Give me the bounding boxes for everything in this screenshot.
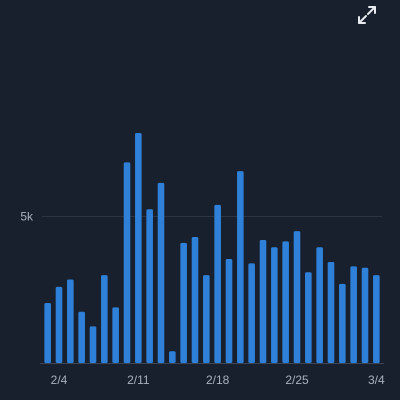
expand-icon[interactable] xyxy=(356,4,378,26)
bar-2/17 xyxy=(203,275,210,363)
y-tick-label: 5k xyxy=(20,210,34,224)
x-tick-label: 2/25 xyxy=(285,373,309,387)
bar-2/13 xyxy=(157,182,165,363)
bar-2/19 xyxy=(225,259,233,363)
bar-2/8 xyxy=(101,275,108,363)
bar-2/9 xyxy=(112,307,119,363)
bar-2/6 xyxy=(78,311,85,363)
bar-3/4 xyxy=(373,275,380,363)
bar-2/21 xyxy=(248,263,255,363)
x-tick-label: 2/11 xyxy=(127,373,150,387)
bar-2/18 xyxy=(214,204,221,363)
bar-2/22 xyxy=(259,239,267,363)
x-tick-label: 3/4 xyxy=(368,373,385,387)
bar-2/23 xyxy=(271,247,278,363)
bar-3/3 xyxy=(361,267,369,363)
bar-3/2 xyxy=(350,266,357,363)
bar-2/12 xyxy=(146,209,153,363)
bar-2/7 xyxy=(89,326,97,363)
bar-2/25 xyxy=(293,231,301,363)
bar-2/5 xyxy=(67,279,74,363)
bar-2/16 xyxy=(191,237,199,363)
bar-2/11 xyxy=(135,133,142,363)
bar-2/24 xyxy=(282,241,289,363)
bar-2/10 xyxy=(123,162,131,363)
bar-2/14 xyxy=(169,351,176,363)
bar-2/26 xyxy=(305,272,312,363)
bar-2/27 xyxy=(316,247,323,363)
bar-3/1 xyxy=(339,283,346,363)
bar-2/3 xyxy=(44,302,51,363)
x-tick-label: 2/4 xyxy=(51,373,68,387)
bar-2/20 xyxy=(237,171,244,363)
bar-2/28 xyxy=(327,261,335,363)
bar-2/4 xyxy=(55,286,63,363)
x-tick-label: 2/18 xyxy=(206,373,230,387)
bar-2/15 xyxy=(180,242,187,363)
